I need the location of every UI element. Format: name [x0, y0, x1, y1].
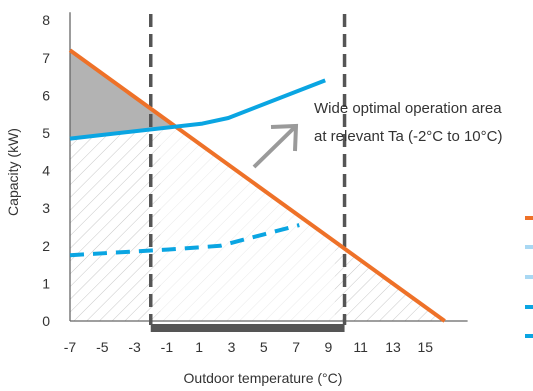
x-tick-label: 5 — [260, 339, 268, 355]
y-tick-label: 2 — [42, 238, 50, 254]
x-tick-label: 15 — [418, 339, 434, 355]
x-tick-label: -7 — [64, 339, 77, 355]
x-axis-title: Outdoor temperature (°C) — [184, 370, 343, 386]
y-tick-label: 1 — [42, 275, 50, 291]
y-axis-title: Capacity (kW) — [5, 128, 21, 216]
legend-marker-3 — [525, 275, 533, 279]
y-tick-label: 4 — [42, 163, 50, 179]
legend-markers — [525, 216, 533, 338]
series-line-2 — [69, 78, 326, 141]
x-tick-label: 3 — [228, 339, 236, 355]
series-line-3 — [69, 223, 300, 258]
trend-arrow — [252, 123, 299, 169]
legend-marker-2 — [525, 245, 533, 249]
x-tick-labels: -7 -5 -3 -1 1 3 5 7 9 11 13 15 — [64, 339, 434, 355]
series-line-1 — [68, 48, 446, 323]
y-tick-label: 8 — [42, 12, 50, 28]
x-tick-label: 13 — [385, 339, 401, 355]
legend-marker-4 — [525, 305, 533, 309]
x-tick-label: 11 — [353, 339, 368, 355]
y-tick-label: 3 — [42, 200, 50, 216]
x-tick-label: 1 — [195, 339, 203, 355]
x-tick-label: 7 — [292, 339, 300, 355]
y-tick-labels: 0 1 2 3 4 5 6 7 8 — [42, 12, 50, 329]
legend-marker-1 — [525, 216, 533, 220]
y-tick-label: 5 — [42, 125, 50, 141]
annotation-line-1: Wide optimal operation area — [314, 100, 502, 117]
annotation-line-2: at relevant Ta (-2°C to 10°C) — [314, 128, 502, 145]
arrow-head — [270, 123, 299, 152]
arrow-shaft — [252, 125, 297, 169]
x-tick-label: -5 — [96, 339, 109, 355]
x-tick-label: -1 — [161, 339, 174, 355]
x-tick-label: 9 — [325, 339, 333, 355]
relevant-range-bar — [150, 324, 345, 332]
legend-marker-5 — [525, 334, 533, 338]
y-tick-label: 0 — [42, 313, 50, 329]
series-lines — [68, 48, 446, 323]
x-tick-label: -3 — [128, 339, 141, 355]
y-tick-label: 7 — [42, 50, 50, 66]
y-tick-label: 6 — [42, 87, 50, 103]
light-band — [160, 115, 335, 321]
